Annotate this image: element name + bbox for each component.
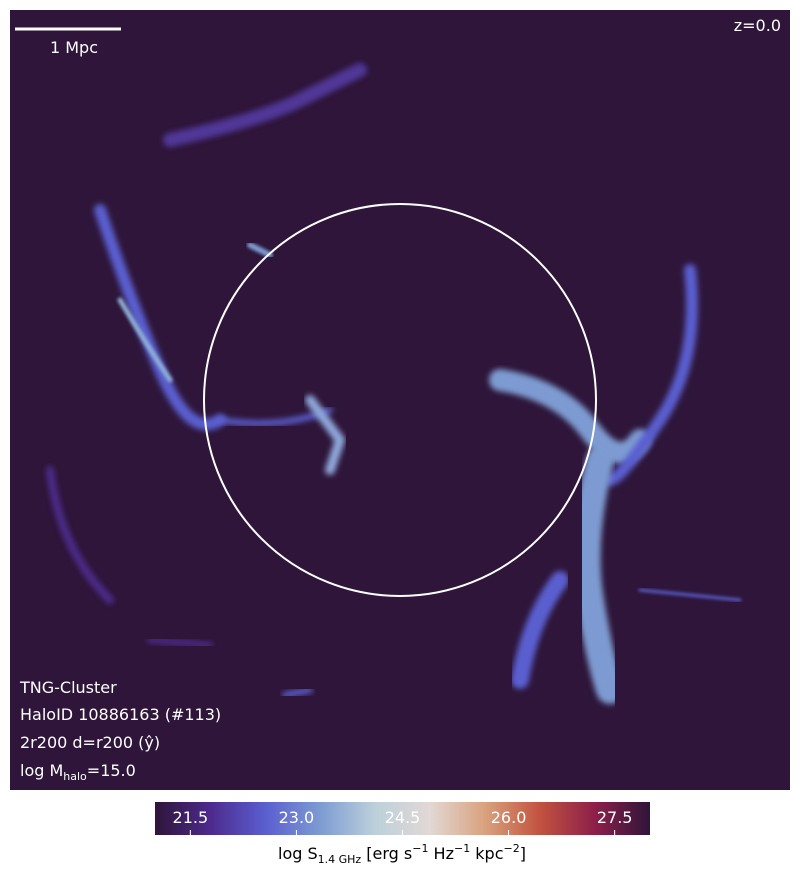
- colorbar-label-sub: 1.4 GHz: [318, 853, 362, 866]
- mass-label-rest: =15.0: [87, 761, 136, 780]
- colorbar-label-unit: ]: [520, 844, 526, 863]
- colorbar-tick-label: 24.5: [385, 808, 421, 827]
- colorbar-label-exponent: −2: [504, 842, 520, 855]
- map-background: [10, 10, 790, 790]
- mass-label-sub: halo: [63, 770, 87, 783]
- colorbar-label-unit: kpc: [470, 844, 503, 863]
- filaments: [46, 63, 742, 704]
- colorbar-label: log S1.4 GHz [erg s−1 Hz−1 kpc−2]: [278, 842, 526, 866]
- mass-label: log Mhalo=15.0: [20, 761, 136, 783]
- colorbar-tick-label: 27.5: [597, 808, 633, 827]
- annotation: TNG-Cluster: [19, 678, 117, 697]
- redshift-label: z=0.0: [734, 16, 781, 35]
- colorbar-label-unit: Hz: [428, 844, 454, 863]
- colorbar-label-exponent: −1: [454, 842, 470, 855]
- colorbar-tick-label: 26.0: [491, 808, 527, 827]
- colorbar-label-main: log S: [278, 844, 318, 863]
- r200-circle: [203, 203, 597, 597]
- colorbar-tick-label: 23.0: [279, 808, 315, 827]
- annotation: 2r200 d=r200 (ŷ): [20, 733, 160, 752]
- scale-bar-label: 1 Mpc: [50, 38, 98, 57]
- annotation: HaloID 10886163 (#113): [20, 705, 221, 724]
- colorbar-tick-label: 21.5: [173, 808, 209, 827]
- colorbar-label-unit: [erg s: [361, 844, 412, 863]
- colorbar-label-exponent: −1: [412, 842, 428, 855]
- colorbar: [155, 802, 650, 835]
- mass-label-main: log M: [20, 761, 63, 780]
